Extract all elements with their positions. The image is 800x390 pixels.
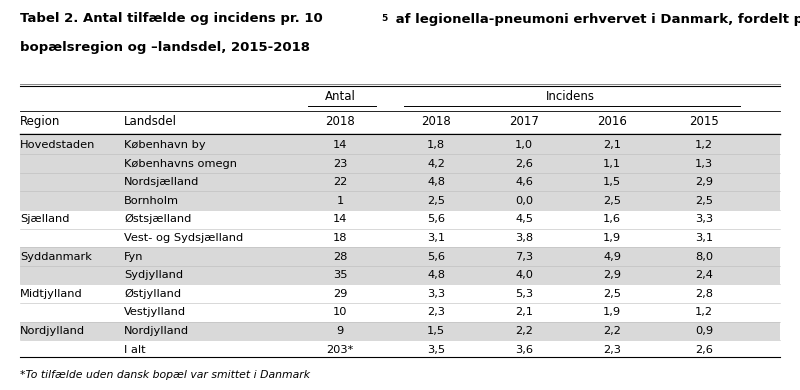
Bar	[20, 266, 780, 284]
Text: 2017: 2017	[509, 115, 539, 128]
Text: 1,9: 1,9	[603, 233, 621, 243]
Text: 29: 29	[333, 289, 347, 299]
Text: Syddanmark: Syddanmark	[20, 252, 92, 262]
Text: I alt: I alt	[124, 344, 146, 355]
Text: København by: København by	[124, 140, 206, 150]
Text: 10: 10	[333, 307, 347, 317]
Text: 2015: 2015	[689, 115, 719, 128]
Text: 1,5: 1,5	[427, 326, 445, 336]
Text: 2,6: 2,6	[515, 159, 533, 168]
Text: 3,3: 3,3	[427, 289, 445, 299]
Text: 1,9: 1,9	[603, 307, 621, 317]
Text: Nordjylland: Nordjylland	[20, 326, 85, 336]
Text: 1,5: 1,5	[603, 177, 621, 187]
Text: Bornholm: Bornholm	[124, 196, 179, 206]
Text: Hovedstaden: Hovedstaden	[20, 140, 95, 150]
Text: 23: 23	[333, 159, 347, 168]
Text: Nordjylland: Nordjylland	[124, 326, 189, 336]
Bar	[20, 322, 780, 340]
Text: Incidens: Incidens	[546, 90, 594, 103]
Text: 2,1: 2,1	[515, 307, 533, 317]
Text: 2,2: 2,2	[603, 326, 621, 336]
Text: bopælsregion og –landsdel, 2015-2018: bopælsregion og –landsdel, 2015-2018	[20, 41, 310, 54]
Text: Sjælland: Sjælland	[20, 215, 70, 224]
Text: 4,2: 4,2	[427, 159, 445, 168]
Text: 2,9: 2,9	[695, 177, 713, 187]
Text: Østsjælland: Østsjælland	[124, 214, 191, 225]
Text: 2,5: 2,5	[427, 196, 445, 206]
Text: 2018: 2018	[325, 115, 355, 128]
Text: 4,8: 4,8	[427, 177, 445, 187]
Text: Sydjylland: Sydjylland	[124, 270, 183, 280]
Text: 35: 35	[333, 270, 347, 280]
Text: 4,5: 4,5	[515, 215, 533, 224]
Text: Fyn: Fyn	[124, 252, 143, 262]
Text: 1,3: 1,3	[695, 159, 713, 168]
Text: 3,6: 3,6	[515, 344, 533, 355]
Text: 8,0: 8,0	[695, 252, 713, 262]
Text: 4,6: 4,6	[515, 177, 533, 187]
Text: 3,1: 3,1	[427, 233, 445, 243]
Text: 3,1: 3,1	[695, 233, 713, 243]
Text: 5,6: 5,6	[427, 215, 445, 224]
Bar	[20, 154, 780, 173]
Text: 4,8: 4,8	[427, 270, 445, 280]
Text: Nordsjælland: Nordsjælland	[124, 177, 199, 187]
Text: 1,8: 1,8	[427, 140, 445, 150]
Text: 2016: 2016	[597, 115, 627, 128]
Text: 2,5: 2,5	[695, 196, 713, 206]
Text: 4,0: 4,0	[515, 270, 533, 280]
Text: 1,6: 1,6	[603, 215, 621, 224]
Text: 14: 14	[333, 140, 347, 150]
Text: Vest- og Sydsjælland: Vest- og Sydsjælland	[124, 233, 243, 243]
Text: 2018: 2018	[421, 115, 451, 128]
Text: 14: 14	[333, 215, 347, 224]
Text: Vestjylland: Vestjylland	[124, 307, 186, 317]
Text: 5,3: 5,3	[515, 289, 533, 299]
Bar	[20, 136, 780, 154]
Text: 7,3: 7,3	[515, 252, 533, 262]
Text: 1: 1	[336, 196, 344, 206]
Text: 1,0: 1,0	[515, 140, 533, 150]
Text: 18: 18	[333, 233, 347, 243]
Text: 2,1: 2,1	[603, 140, 621, 150]
Text: Landsdel: Landsdel	[124, 115, 177, 128]
Text: Københavns omegn: Københavns omegn	[124, 159, 237, 168]
Text: 3,3: 3,3	[695, 215, 713, 224]
Bar	[20, 247, 780, 266]
Text: 2,6: 2,6	[695, 344, 713, 355]
Text: 2,3: 2,3	[603, 344, 621, 355]
Text: *To tilfælde uden dansk bopæl var smittet i Danmark: *To tilfælde uden dansk bopæl var smitte…	[20, 370, 310, 380]
Bar	[20, 173, 780, 191]
Text: Østjylland: Østjylland	[124, 289, 181, 299]
Text: 2,4: 2,4	[695, 270, 713, 280]
Text: 5,6: 5,6	[427, 252, 445, 262]
Text: 22: 22	[333, 177, 347, 187]
Text: 1,1: 1,1	[603, 159, 621, 168]
Text: Region: Region	[20, 115, 60, 128]
Text: Tabel 2. Antal tilfælde og incidens pr. 10: Tabel 2. Antal tilfælde og incidens pr. …	[20, 12, 322, 25]
Text: 28: 28	[333, 252, 347, 262]
Text: 2,5: 2,5	[603, 196, 621, 206]
Text: 2,8: 2,8	[695, 289, 713, 299]
Text: 1,2: 1,2	[695, 307, 713, 317]
Text: 0,0: 0,0	[515, 196, 533, 206]
Text: 2,3: 2,3	[427, 307, 445, 317]
Text: 3,5: 3,5	[427, 344, 445, 355]
Text: 3,8: 3,8	[515, 233, 533, 243]
Text: 203*: 203*	[326, 344, 354, 355]
Text: 2,9: 2,9	[603, 270, 621, 280]
Bar	[20, 191, 780, 210]
Text: 0,9: 0,9	[695, 326, 713, 336]
Text: 1,2: 1,2	[695, 140, 713, 150]
Text: Antal: Antal	[325, 90, 355, 103]
Text: 4,9: 4,9	[603, 252, 621, 262]
Text: 9: 9	[336, 326, 344, 336]
Text: 5: 5	[382, 14, 388, 23]
Text: Midtjylland: Midtjylland	[20, 289, 82, 299]
Text: af legionella-pneumoni erhvervet i Danmark, fordelt på: af legionella-pneumoni erhvervet i Danma…	[391, 12, 800, 26]
Text: 2,2: 2,2	[515, 326, 533, 336]
Text: 2,5: 2,5	[603, 289, 621, 299]
